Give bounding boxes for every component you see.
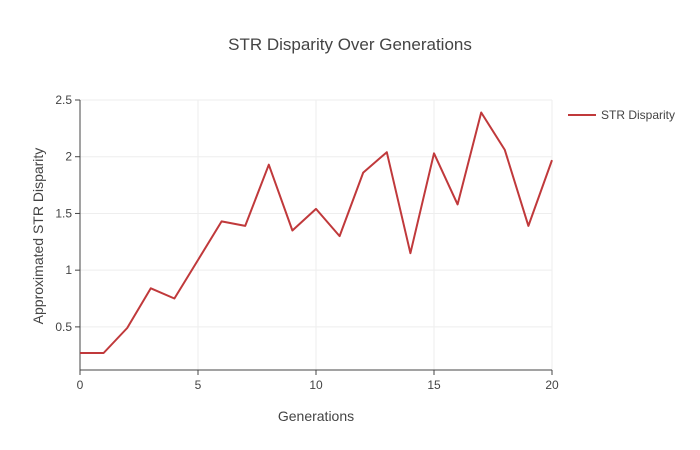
y-tick-label: 0.5 [55,320,72,334]
legend-label-str-disparity: STR Disparity [601,108,675,122]
y-axis-title: Approximated STR Disparity [30,148,46,325]
chart-title: STR Disparity Over Generations [228,35,472,54]
data-point[interactable] [289,227,295,233]
x-tick-label: 10 [309,378,323,392]
data-point[interactable] [148,285,154,291]
x-tick-label: 0 [77,378,84,392]
data-point[interactable] [431,150,437,156]
data-point[interactable] [455,201,461,207]
data-point[interactable] [124,325,130,331]
data-point[interactable] [549,157,555,163]
data-point[interactable] [478,109,484,115]
data-point[interactable] [313,206,319,212]
data-point[interactable] [525,223,531,229]
y-tick-label: 1.5 [55,206,72,220]
y-tick-label: 2.5 [55,93,72,107]
data-point[interactable] [101,350,107,356]
data-point[interactable] [77,350,83,356]
y-tick-label: 2 [65,150,72,164]
x-tick-label: 15 [427,378,441,392]
data-point[interactable] [337,233,343,239]
data-point[interactable] [266,162,272,168]
x-tick-label: 5 [195,378,202,392]
gridlines [80,99,553,370]
data-point[interactable] [360,170,366,176]
data-point[interactable] [242,223,248,229]
series-line-str-disparity[interactable] [80,111,553,354]
data-point[interactable] [384,149,390,155]
x-axis-title: Generations [278,408,354,424]
axes: 0 5 10 15 20 0.5 1 1.5 2 2.5 [55,93,559,392]
data-point[interactable] [407,250,413,256]
data-point[interactable] [171,296,177,302]
data-point[interactable] [502,147,508,153]
data-point[interactable] [195,257,201,263]
data-point[interactable] [219,218,225,224]
legend[interactable]: STR Disparity [568,108,675,122]
series-layer [77,109,555,356]
x-tick-label: 20 [545,378,559,392]
y-tick-label: 1 [65,263,72,277]
